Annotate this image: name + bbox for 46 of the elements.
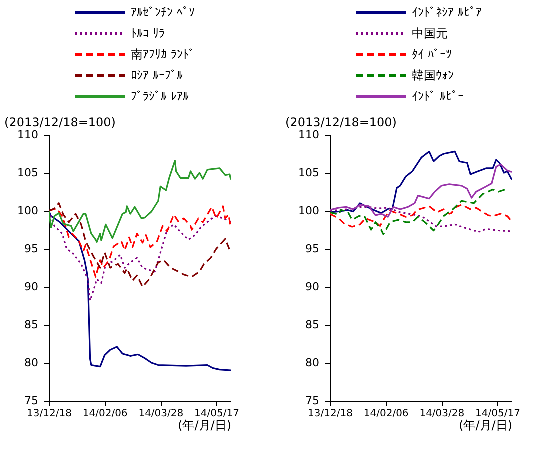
y-tick-label: 85 [24, 318, 38, 332]
y-axis-title: (2013/12/18=100) [286, 116, 397, 130]
legend-label: ｲﾝﾄﾞ ﾙﾋﾟｰ [412, 90, 464, 104]
y-tick-label: 90 [306, 280, 320, 294]
legend-label: 中国元 [412, 26, 448, 40]
line-series [49, 160, 231, 243]
y-tick-label: 85 [306, 318, 320, 332]
y-tick-label: 80 [24, 356, 38, 370]
legend-label: ｲﾝﾄﾞﾈｼｱ ﾙﾋﾟｱ [412, 6, 482, 20]
y-tick-label: 75 [24, 394, 38, 408]
x-tick-label: 14/05/17 [476, 408, 520, 420]
y-tick-label: 95 [24, 242, 38, 256]
line-series [49, 210, 231, 372]
x-tick-label: 14/05/17 [194, 408, 240, 420]
x-tick-label: 14/02/06 [364, 408, 409, 420]
legend-label: ｱﾙｾﾞﾝﾁﾝ ﾍﾟｿ [131, 6, 195, 20]
line-series [49, 202, 231, 288]
line-series [330, 150, 512, 214]
y-tick-label: 95 [306, 242, 320, 256]
legend-label: ﾛｼｱ ﾙｰﾌﾞﾙ [131, 68, 183, 82]
x-tick-label: 14/03/28 [138, 408, 184, 420]
legend-label: 南ｱﾌﾘｶ ﾗﾝﾄﾞ [131, 48, 195, 62]
y-axis-title: (2013/12/18=100) [4, 116, 116, 130]
y-tick-label: 105 [298, 166, 320, 180]
y-tick-label: 105 [18, 166, 38, 180]
line-series [49, 206, 231, 278]
legend-label: 韓国ｳｫﾝ [412, 68, 454, 82]
legend-label: ﾄﾙｺ ﾘﾗ [131, 26, 165, 40]
y-tick-label: 100 [18, 204, 38, 218]
legend-label: ﾌﾞﾗｼﾞﾙ ﾚｱﾙ [131, 90, 189, 104]
line-series [330, 206, 512, 234]
line-series [330, 204, 512, 228]
legend-label: ﾀｲ ﾊﾞｰﾂ [412, 48, 452, 62]
y-tick-label: 90 [24, 280, 38, 294]
y-tick-label: 110 [18, 128, 38, 142]
x-axis-title: (年/月/日) [178, 418, 232, 432]
x-tick-label: 14/03/28 [420, 408, 465, 420]
x-axis-title: (年/月/日) [459, 418, 512, 432]
x-tick-label: 13/12/18 [308, 408, 353, 420]
x-tick-label: 13/12/18 [27, 408, 72, 420]
y-tick-label: 100 [298, 204, 320, 218]
line-series [330, 164, 512, 218]
y-tick-label: 110 [298, 128, 320, 142]
y-tick-label: 80 [306, 356, 320, 370]
y-tick-label: 75 [306, 394, 320, 408]
x-tick-label: 14/02/06 [82, 408, 128, 420]
